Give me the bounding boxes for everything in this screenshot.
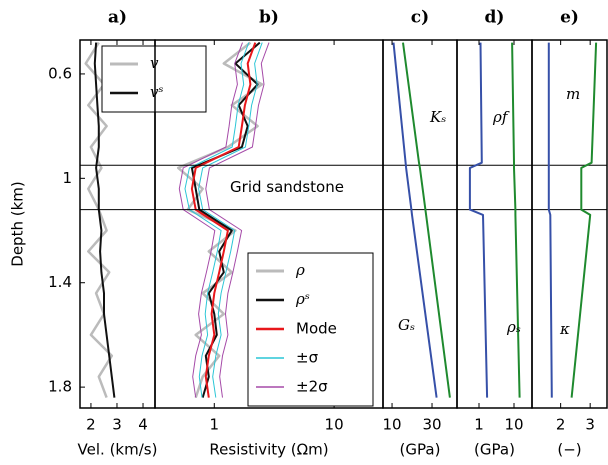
panel-title: e) (560, 8, 579, 28)
panel-title: c) (411, 8, 429, 28)
band-upper (198, 42, 263, 398)
y-tick-label: 0.6 (48, 64, 72, 82)
series-line (547, 42, 553, 398)
series-line (392, 42, 438, 398)
x-axis-label: Vel. (km/s) (78, 441, 158, 459)
panel-frame (456, 39, 533, 409)
legend-label: ρˢ (295, 290, 310, 308)
x-tick-label: 10 (382, 416, 401, 434)
plot-area (468, 42, 521, 398)
series-line (511, 42, 521, 398)
series-line (570, 42, 598, 398)
x-axis-label: (GPa) (474, 441, 515, 459)
annotation: Kₛ (429, 108, 446, 126)
series-line (93, 42, 116, 398)
zone-label: Grid sandstone (230, 178, 344, 196)
series-line (402, 42, 451, 398)
band-lower (178, 42, 243, 398)
legend-label: Mode (296, 320, 337, 338)
panel-frame (382, 39, 458, 409)
y-tick-label: 1.8 (48, 378, 72, 396)
series-line (190, 42, 257, 398)
annotation: m (566, 85, 580, 103)
plot-area (392, 42, 451, 398)
x-tick-label: 10 (504, 416, 523, 434)
legend-label: ρ (295, 261, 305, 279)
plot-area (176, 41, 270, 398)
plot-area (547, 42, 598, 398)
legend-box (101, 45, 207, 113)
legend-label: ±σ (296, 349, 319, 367)
x-tick-label: 3 (112, 416, 122, 434)
annotation: κ (559, 320, 570, 338)
series-line (190, 41, 261, 398)
series-line (468, 42, 489, 398)
y-tick-label: 1 (62, 169, 72, 187)
legend-label: vˢ (150, 83, 164, 101)
x-tick-label: 1 (474, 416, 484, 434)
annotation: ρf (492, 108, 510, 126)
band-lower (184, 42, 250, 398)
annotation: Gₛ (398, 316, 415, 334)
x-axis-label: (GPa) (400, 441, 441, 459)
annotation: ρₛ (506, 318, 521, 336)
panel-frame (531, 39, 608, 409)
plot-area (84, 41, 116, 399)
x-tick-label: 1 (210, 416, 220, 434)
panel-title: d) (485, 8, 505, 28)
x-axis-label: (−) (557, 441, 581, 459)
x-axis-label: Resistivity (Ωm) (209, 441, 328, 459)
band-upper (205, 42, 270, 398)
panel-title: a) (108, 8, 127, 28)
x-tick-label: 2 (556, 416, 566, 434)
x-tick-label: 10 (325, 416, 344, 434)
series-line (84, 41, 114, 399)
legend-label: ±2σ (296, 378, 328, 396)
x-tick-label: 4 (138, 416, 148, 434)
x-tick-label: 2 (86, 416, 96, 434)
y-tick-label: 1.4 (48, 273, 72, 291)
y-axis-label: Depth (km) (9, 181, 27, 266)
panel-title: b) (259, 8, 279, 28)
x-tick-label: 3 (585, 416, 595, 434)
x-tick-label: 30 (422, 416, 441, 434)
